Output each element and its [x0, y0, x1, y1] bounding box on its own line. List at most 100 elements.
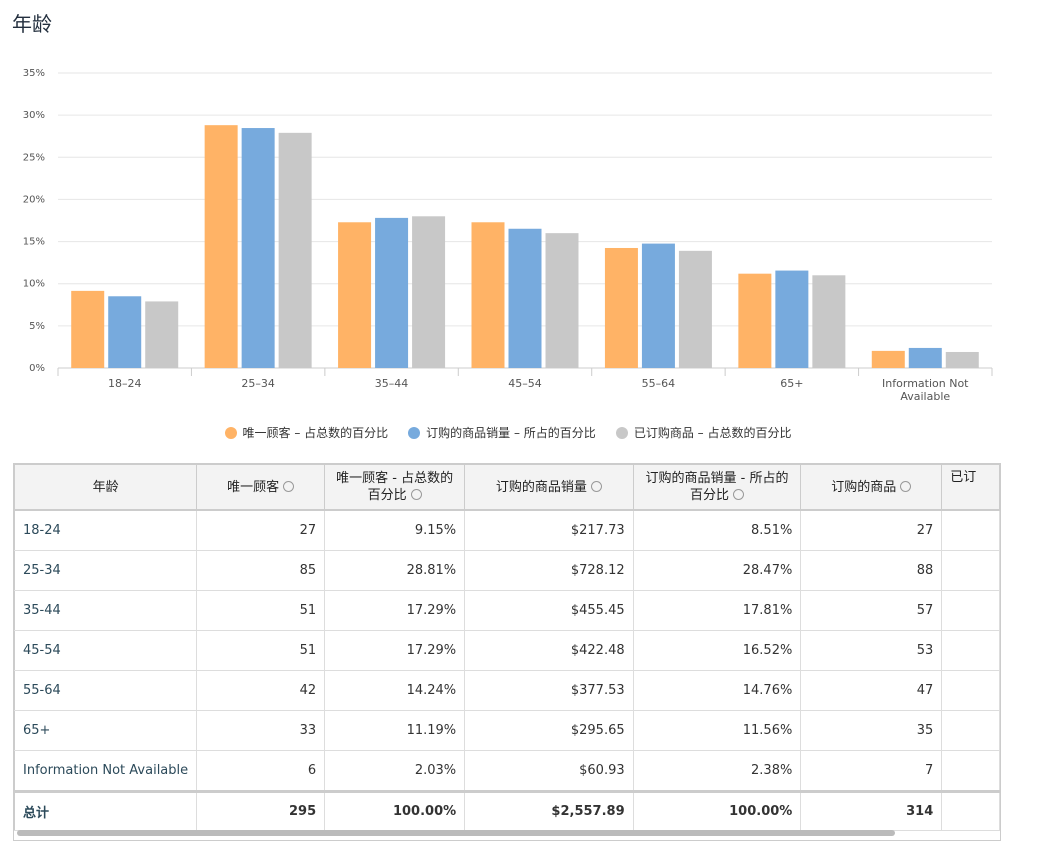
table: 年龄 唯一顾客 唯一顾客 - 占总数的百分比 订购的商品销量 订购的商品销量 - 所占的…	[14, 464, 1000, 831]
y-tick-label: 35%	[23, 68, 45, 79]
y-tick-label: 5%	[29, 321, 45, 332]
table-cell: $377.53	[464, 670, 634, 711]
table-cell: 25-34	[14, 550, 198, 591]
table-cell-empty	[941, 710, 1000, 751]
table-cell: 6	[196, 750, 326, 792]
bar	[204, 125, 238, 369]
table-cell: 2.38%	[632, 750, 802, 792]
column-header: 年龄	[14, 464, 198, 511]
header-text: 唯一顾客	[227, 479, 280, 495]
legend-swatch	[224, 427, 237, 439]
header-text: 订购的商品	[831, 479, 897, 495]
bar	[471, 222, 505, 368]
table-cell: 295	[196, 790, 326, 831]
table-cell: 65+	[14, 710, 198, 751]
chart: 0% 5% 10% 15% 20% 25% 30% 35%	[23, 68, 993, 376]
column-header: 唯一顾客 - 占总数的百分比	[324, 464, 466, 511]
table-cell: 17.81%	[632, 590, 802, 631]
table-cell-empty	[941, 750, 1000, 792]
table-cell: $728.12	[464, 550, 634, 591]
table-row: 25-34 85 28.81% $728.12 28.47% 88	[14, 550, 1000, 591]
bar	[412, 216, 446, 368]
table-cell: 88	[800, 550, 943, 591]
table-cell-empty	[941, 590, 1000, 631]
table-cell-empty	[941, 550, 1000, 591]
column-header: 订购的商品	[800, 464, 943, 511]
info-icon	[283, 480, 295, 492]
table-row: 总计 295 100.00% $2,557.89 100.00% 314	[14, 790, 1000, 831]
header-text: 订购的商品销量 - 所占的百分比	[645, 471, 789, 503]
table-cell: 28.47%	[632, 550, 802, 591]
table-cell: 55-64	[14, 670, 198, 711]
header-text: 已订	[950, 470, 977, 485]
bar	[908, 347, 942, 368]
table-cell: $422.48	[464, 630, 634, 671]
x-tick-label: Information Not Available	[882, 377, 969, 403]
bar	[375, 217, 409, 368]
legend-label: 唯一顾客 – 占总数的百分比	[242, 426, 389, 440]
table-cell: 11.56%	[632, 710, 802, 751]
table-row: 65+ 33 11.19% $295.65 11.56% 35	[14, 710, 1000, 751]
legend-item: 唯一顾客 – 占总数的百分比	[224, 424, 389, 441]
table-cell-empty	[941, 670, 1000, 711]
info-icon	[732, 489, 744, 500]
x-tick-label: 18–24	[107, 377, 142, 390]
table-cell: 2.03%	[324, 750, 466, 792]
y-tick-label: 30%	[23, 110, 45, 121]
table-cell: 85	[196, 550, 326, 591]
bar	[278, 132, 312, 368]
bar	[108, 296, 142, 368]
bar	[241, 128, 275, 368]
header-text: 唯一顾客 - 占总数的百分比	[336, 471, 454, 503]
table-row: 35-44 51 17.29% $455.45 17.81% 57	[14, 590, 1000, 631]
x-tick-label: 35–44	[374, 377, 409, 390]
table-cell-empty	[941, 790, 1000, 831]
bar	[545, 233, 579, 368]
table-cell: 51	[196, 630, 326, 671]
table-cell: 47	[800, 670, 943, 711]
table-row: 55-64 42 14.24% $377.53 14.76% 47	[14, 670, 1000, 711]
table-cell: 35	[800, 710, 943, 751]
bar	[871, 350, 905, 368]
bar	[508, 228, 542, 368]
header-text: 订购的商品销量	[495, 479, 587, 495]
info-icon	[900, 480, 912, 492]
bar	[71, 290, 105, 368]
y-tick-label: 0%	[29, 363, 45, 374]
legend-label: 订购的商品销量 – 所占的百分比	[426, 426, 596, 440]
table-cell: 9.15%	[324, 509, 466, 551]
x-tick-label: 55–64	[641, 377, 676, 390]
bar	[738, 273, 772, 368]
table-cell: $295.65	[464, 710, 634, 751]
table-cell: 14.76%	[632, 670, 802, 711]
y-tick-label: 10%	[23, 279, 45, 290]
table-row: 18-24 27 9.15% $217.73 8.51% 27	[14, 509, 1000, 551]
table-cell: 16.52%	[632, 630, 802, 671]
x-tick-label: 25–34	[241, 377, 275, 390]
table-cell: 53	[800, 630, 943, 671]
header-text: 年龄	[92, 479, 119, 495]
x-tick-label: 65+	[780, 377, 804, 390]
table-cell: $2,557.89	[464, 790, 634, 831]
column-header: 唯一顾客	[196, 464, 326, 511]
legend-item: 已订购商品 – 占总数的百分比	[615, 424, 791, 441]
scrollbar[interactable]	[17, 830, 895, 836]
legend-item: 订购的商品销量 – 所占的百分比	[408, 424, 596, 441]
table-cell: 100.00%	[324, 790, 466, 831]
table-cell: $455.45	[464, 590, 634, 631]
table-cell: 18-24	[14, 509, 198, 551]
chart-title: 年龄	[12, 12, 52, 36]
table-cell-empty	[941, 509, 1000, 551]
table-cell: 314	[800, 790, 943, 831]
table-cell: $217.73	[464, 509, 634, 551]
table-cell: 57	[800, 590, 943, 631]
table-cell: 100.00%	[632, 790, 802, 831]
legend: 唯一顾客 – 占总数的百分比 订购的商品销量 – 所占的百分比 已订购商品 – 占总…	[0, 424, 1016, 441]
bar	[145, 301, 179, 368]
column-header: 已订	[941, 464, 1000, 511]
table-cell: 7	[800, 750, 943, 792]
table-cell-empty	[941, 630, 1000, 671]
table-cell: 33	[196, 710, 326, 751]
table-cell: 28.81%	[324, 550, 466, 591]
